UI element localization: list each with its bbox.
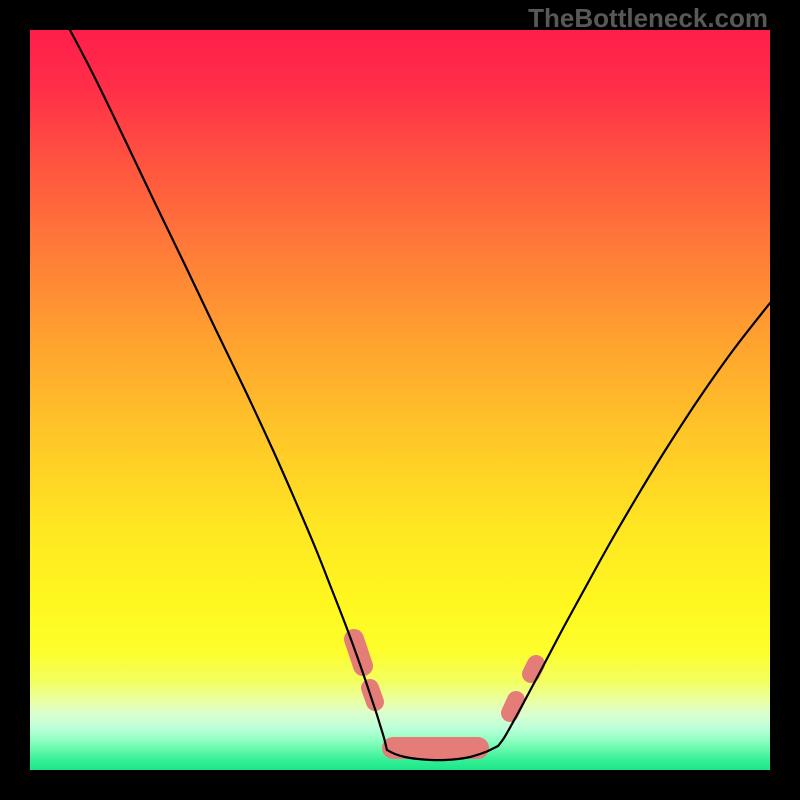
- curve-overlay: [0, 0, 800, 800]
- marker: [531, 664, 536, 674]
- left-curve: [70, 30, 387, 750]
- watermark-text: TheBottleneck.com: [528, 3, 768, 34]
- marker: [510, 700, 516, 713]
- right-curve: [498, 303, 770, 746]
- canvas: TheBottleneck.com: [0, 0, 800, 800]
